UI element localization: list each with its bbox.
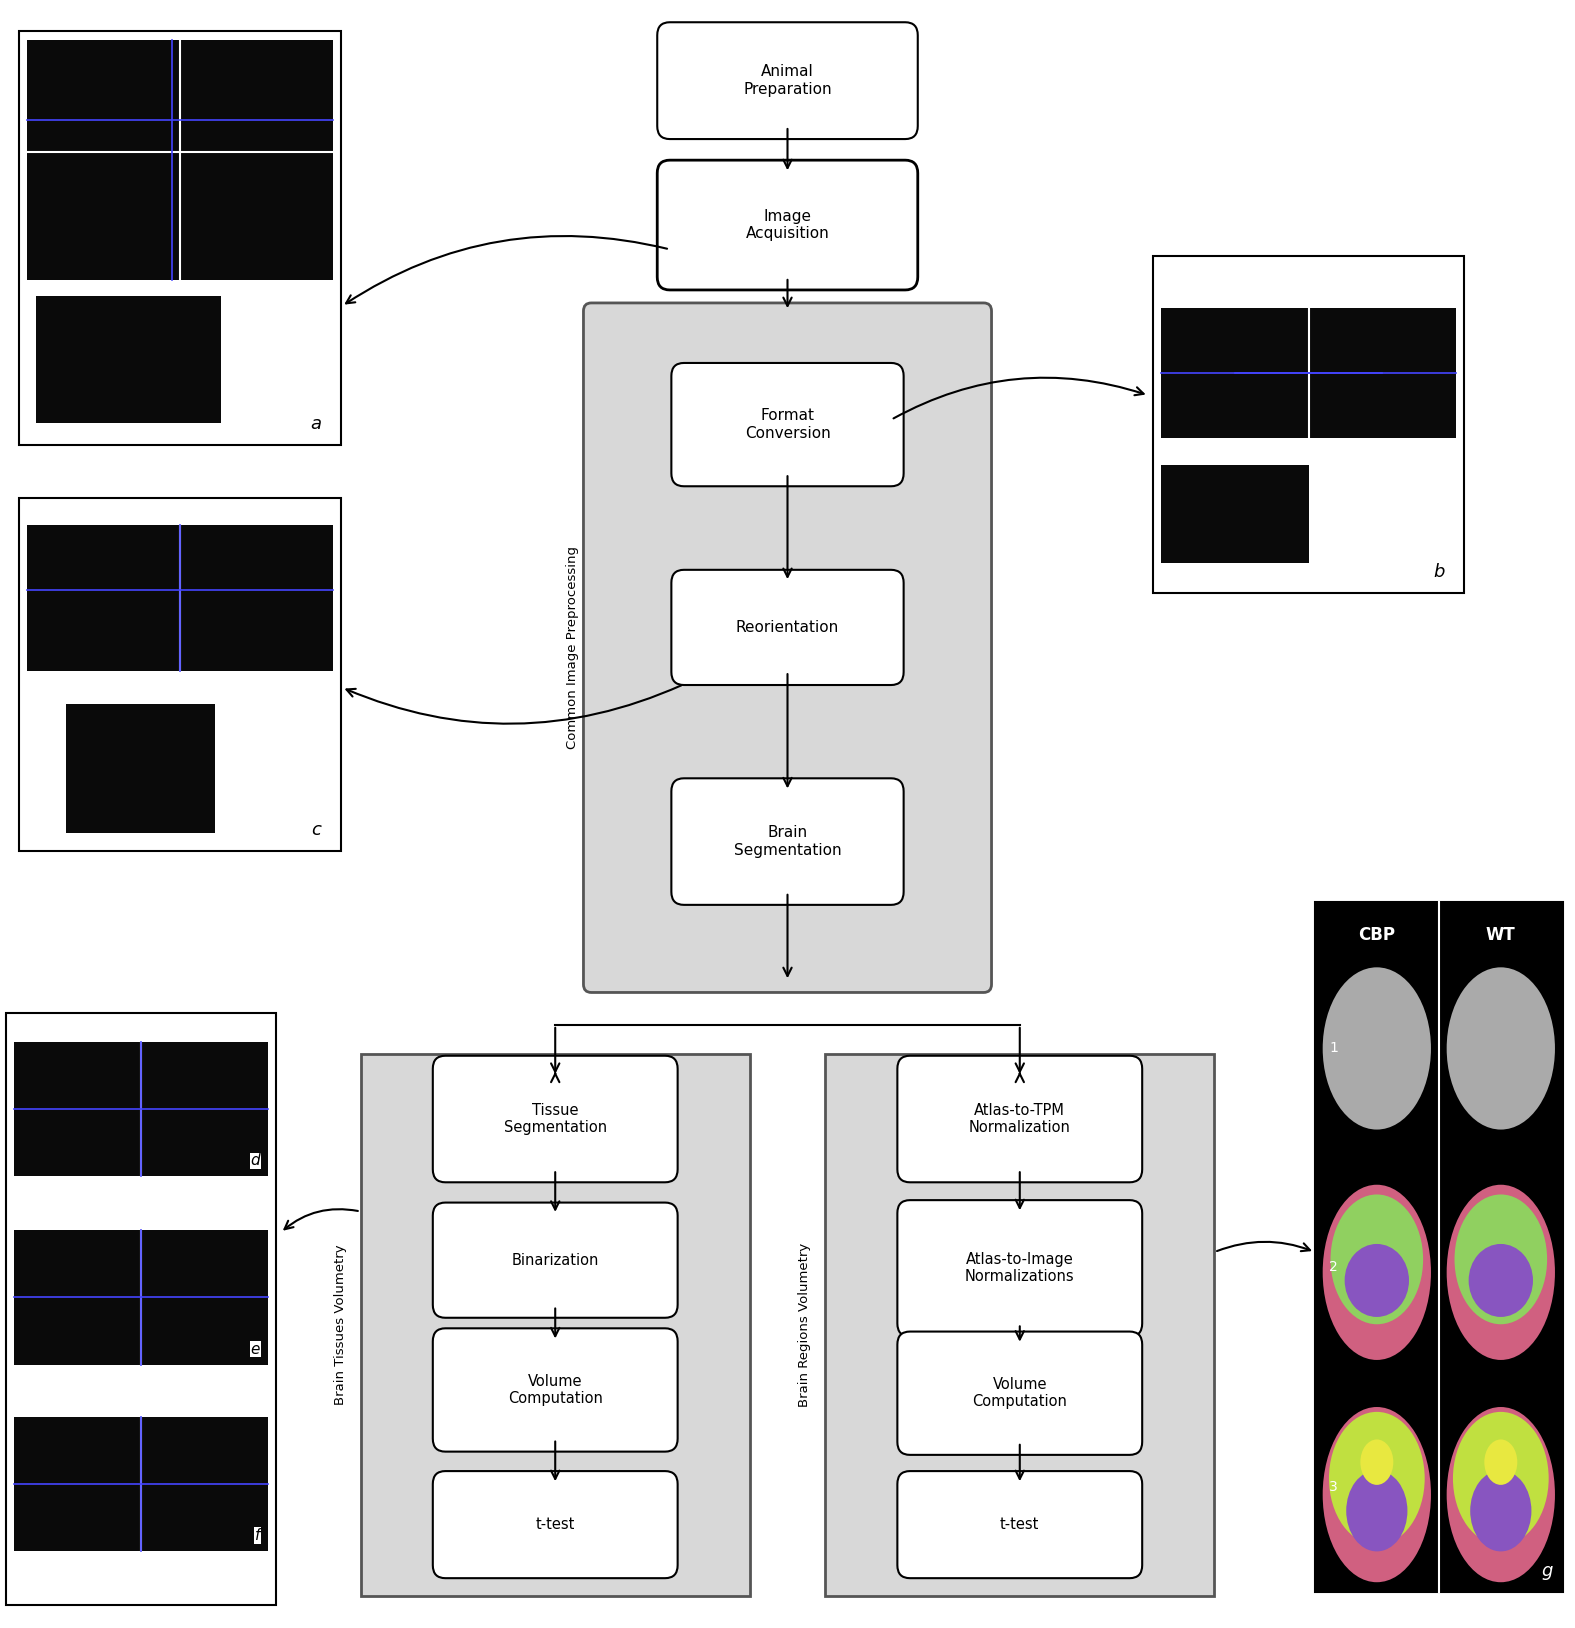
Text: Brain Tissues Volumetry: Brain Tissues Volumetry [334, 1245, 346, 1405]
Text: Tissue
Segmentation: Tissue Segmentation [504, 1102, 606, 1135]
Ellipse shape [1447, 967, 1555, 1130]
Text: CBP: CBP [1358, 926, 1395, 944]
Text: c: c [310, 821, 321, 838]
Bar [1153, 256, 1463, 593]
Text: Common Image Preprocessing: Common Image Preprocessing [565, 547, 580, 749]
Ellipse shape [1454, 1411, 1548, 1545]
Text: 3: 3 [1329, 1480, 1337, 1493]
Text: g: g [1542, 1561, 1553, 1579]
FancyBboxPatch shape [433, 1472, 677, 1578]
FancyBboxPatch shape [898, 1200, 1142, 1337]
Bar [14, 1231, 268, 1364]
FancyBboxPatch shape [433, 1328, 677, 1452]
Bar [1161, 308, 1455, 438]
Text: t-test: t-test [1000, 1517, 1040, 1532]
Text: t-test: t-test [536, 1517, 575, 1532]
Text: a: a [310, 415, 321, 433]
Bar [19, 31, 342, 444]
Text: Volume
Computation: Volume Computation [972, 1377, 1068, 1410]
Text: Brain Regions Volumetry: Brain Regions Volumetry [799, 1242, 811, 1407]
Ellipse shape [1331, 1195, 1424, 1324]
Ellipse shape [1329, 1411, 1425, 1545]
Ellipse shape [1347, 1470, 1408, 1551]
Bar [19, 498, 342, 851]
FancyBboxPatch shape [671, 363, 904, 487]
Ellipse shape [1468, 1244, 1532, 1317]
Bar [825, 1053, 1214, 1595]
Bar [6, 1013, 276, 1605]
Text: e: e [250, 1341, 260, 1356]
FancyBboxPatch shape [657, 160, 918, 290]
FancyBboxPatch shape [433, 1203, 677, 1317]
Text: 2: 2 [1329, 1260, 1337, 1275]
Ellipse shape [1447, 1407, 1555, 1582]
Text: f: f [255, 1529, 260, 1543]
Bar [36, 296, 221, 423]
Text: 1: 1 [1329, 1042, 1337, 1055]
FancyBboxPatch shape [583, 303, 992, 993]
Ellipse shape [1345, 1244, 1410, 1317]
Text: Format
Conversion: Format Conversion [745, 409, 830, 441]
Text: b: b [1433, 563, 1444, 581]
Ellipse shape [1361, 1439, 1394, 1485]
Text: Image
Acquisition: Image Acquisition [745, 208, 830, 241]
Text: Reorientation: Reorientation [736, 620, 839, 635]
Ellipse shape [1323, 1185, 1432, 1359]
Text: Atlas-to-TPM
Normalization: Atlas-to-TPM Normalization [969, 1102, 1071, 1135]
Text: Atlas-to-Image
Normalizations: Atlas-to-Image Normalizations [965, 1252, 1074, 1284]
Ellipse shape [1455, 1195, 1547, 1324]
FancyBboxPatch shape [898, 1055, 1142, 1182]
Text: Binarization: Binarization [512, 1252, 598, 1268]
Bar [14, 1042, 268, 1177]
Text: d: d [250, 1153, 260, 1169]
FancyBboxPatch shape [898, 1472, 1142, 1578]
Bar [27, 41, 334, 280]
Text: Brain
Segmentation: Brain Segmentation [734, 825, 841, 858]
Bar [66, 703, 216, 834]
FancyBboxPatch shape [898, 1332, 1142, 1455]
FancyBboxPatch shape [657, 23, 918, 138]
Ellipse shape [1323, 1407, 1432, 1582]
Bar [14, 1416, 268, 1551]
Bar [361, 1053, 750, 1595]
Bar [27, 526, 334, 671]
Ellipse shape [1469, 1470, 1531, 1551]
Text: Animal
Preparation: Animal Preparation [743, 65, 832, 96]
Bar [1315, 902, 1562, 1592]
Bar [1161, 466, 1309, 563]
FancyBboxPatch shape [433, 1055, 677, 1182]
Ellipse shape [1484, 1439, 1517, 1485]
Text: Volume
Computation: Volume Computation [507, 1374, 603, 1407]
Ellipse shape [1323, 967, 1432, 1130]
Ellipse shape [1447, 1185, 1555, 1359]
FancyBboxPatch shape [671, 778, 904, 905]
Text: WT: WT [1485, 926, 1515, 944]
FancyBboxPatch shape [671, 570, 904, 685]
